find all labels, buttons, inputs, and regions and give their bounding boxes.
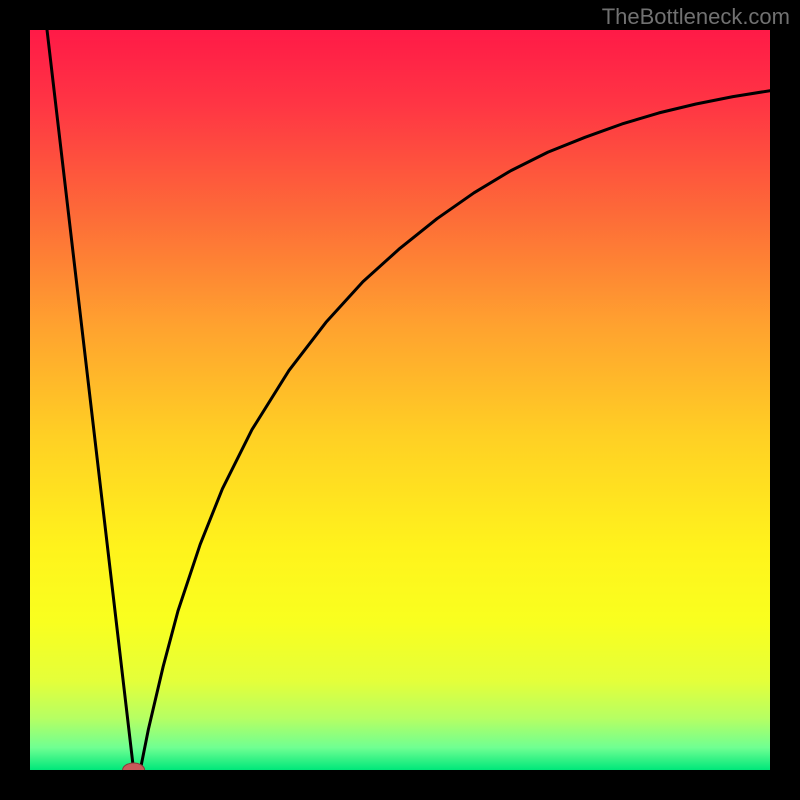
watermark-text: TheBottleneck.com [602,4,790,30]
chart-plot-background [30,30,770,770]
bottleneck-chart [0,0,800,800]
chart-container: { "canvas": { "width": 800, "height": 80… [0,0,800,800]
